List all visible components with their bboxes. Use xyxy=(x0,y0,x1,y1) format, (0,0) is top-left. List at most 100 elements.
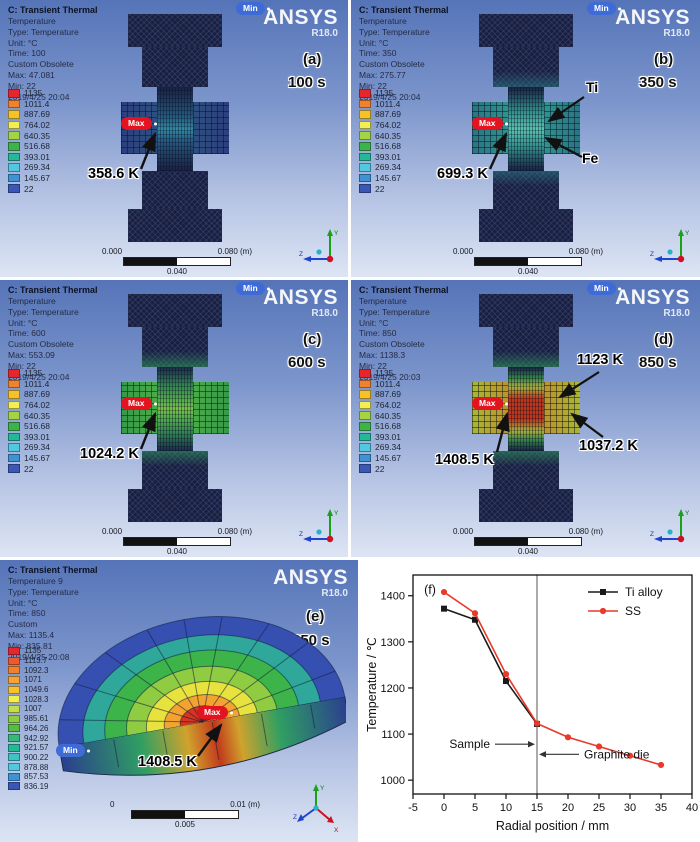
legend-color-swatch xyxy=(8,369,20,378)
ansys-logo-text: ANSYS xyxy=(263,6,338,29)
ansys-logo: ANSYS R18.0 xyxy=(615,287,690,319)
ansys-logo-text: ANSYS xyxy=(273,566,348,589)
legend-value: 145.67 xyxy=(24,453,50,464)
x-tick-label: -5 xyxy=(408,802,418,814)
legend-value: 1092.3 xyxy=(24,665,49,675)
legend-color-swatch xyxy=(8,99,20,109)
legend-value: 764.02 xyxy=(24,400,50,411)
lower-spacer-block xyxy=(142,451,208,489)
legend-value: 516.68 xyxy=(24,141,50,152)
legend-value: 269.34 xyxy=(24,162,50,173)
ansys-version: R18.0 xyxy=(663,308,690,319)
ansys-logo: ANSYS R18.0 xyxy=(263,287,338,319)
legend-value: 900.22 xyxy=(24,752,49,762)
x-tick-label: 40 xyxy=(686,802,698,814)
svg-text:Z: Z xyxy=(299,531,303,538)
x-tick-label: 5 xyxy=(472,802,478,814)
temperature-annotation: 699.3 K xyxy=(437,166,488,182)
ansys-version: R18.0 xyxy=(311,308,338,319)
legend-value: 22 xyxy=(375,183,385,194)
legend-row: 900.22 xyxy=(8,753,48,763)
legend-value: 640.35 xyxy=(24,130,50,141)
legend-row: 1092.3 xyxy=(8,665,48,675)
legend-color-swatch xyxy=(359,89,371,98)
header-line: Type: Temperature xyxy=(359,306,430,317)
legend-value: 640.35 xyxy=(375,410,401,421)
legend-row: 640.35 xyxy=(359,130,401,141)
header-line: Temperature xyxy=(8,16,56,26)
scale-start: 0 xyxy=(110,800,115,809)
legend-row: 1135 xyxy=(8,646,48,656)
annotation-label: Sample xyxy=(449,737,490,751)
legend-color-swatch xyxy=(8,656,20,665)
plot-frame xyxy=(412,574,693,795)
data-point xyxy=(626,752,634,759)
header-line: Unit: °C xyxy=(359,317,389,328)
scale-end: 0.080 (m) xyxy=(217,527,252,536)
y-axis-label: Temperature / ℃ xyxy=(365,637,379,732)
scale-bar-graphic xyxy=(131,810,239,819)
legend-color-swatch xyxy=(8,453,20,463)
header-line: Min: 22 xyxy=(359,80,387,91)
legend-row: 1011.4 xyxy=(8,379,50,390)
min-tag: Min xyxy=(56,744,85,758)
legend-row: 1135 xyxy=(359,88,401,99)
legend-value: 145.67 xyxy=(375,453,401,464)
svg-text:X: X xyxy=(334,827,339,834)
scale-bar-graphic xyxy=(123,537,231,546)
max-tag: Max xyxy=(197,706,228,720)
header-line: Custom xyxy=(8,619,38,630)
temperature-annotation: 1408.5 K xyxy=(138,754,197,770)
scale-bar: 0.000 0.080 (m) 0.040 xyxy=(453,527,603,556)
legend-color-swatch xyxy=(8,464,20,473)
temperature-annotation: 1408.5 K xyxy=(435,452,494,468)
header-line: Temperature xyxy=(8,296,56,306)
legend-row: 964.26 xyxy=(8,724,48,734)
legend-color-swatch xyxy=(359,453,371,463)
x-tick-label: 0 xyxy=(441,802,447,814)
scale-mid: 0.040 xyxy=(166,267,188,276)
header-line: Max: 1138.3 xyxy=(359,349,406,360)
legend-color-swatch xyxy=(359,120,371,130)
y-tick-label: 1000 xyxy=(381,775,405,787)
y-tick-label: 1300 xyxy=(381,637,405,649)
legend-row: 516.68 xyxy=(8,141,50,152)
header-title: C: Transient Thermal xyxy=(8,5,98,15)
legend-color-swatch xyxy=(359,390,371,399)
data-point xyxy=(471,610,479,617)
scale-mid: 0.040 xyxy=(517,547,539,556)
panel-d: C: Transient Thermal Temperature Type: Te… xyxy=(351,280,700,557)
header-line: 2019/4/25 20:04 xyxy=(8,91,70,102)
header-title: C: Transient Thermal xyxy=(8,285,98,295)
header-line: Custom Obsolete xyxy=(8,59,74,70)
legend-value: 640.35 xyxy=(375,130,401,141)
upper-spacer-block xyxy=(493,327,559,367)
legend-value: 1049.6 xyxy=(24,685,49,695)
legend-value: 393.01 xyxy=(375,431,401,442)
legend-row: 269.34 xyxy=(8,162,50,173)
legend-row: 22 xyxy=(359,183,401,194)
scale-bar-graphic xyxy=(123,257,231,266)
min-tag: Min xyxy=(587,282,616,296)
legend-value: 887.69 xyxy=(24,109,50,120)
legend-value: 22 xyxy=(24,463,34,474)
legend-value: 857.53 xyxy=(24,772,49,782)
ansys-logo-text: ANSYS xyxy=(615,6,690,29)
scale-start: 0.000 xyxy=(453,247,474,256)
legend-row: 22 xyxy=(359,463,401,474)
legend-color-swatch xyxy=(8,685,20,694)
ansys-logo: ANSYS R18.0 xyxy=(263,7,338,39)
series-line-Ti alloy xyxy=(443,607,538,725)
scale-start: 0.000 xyxy=(102,247,123,256)
legend-color-swatch xyxy=(8,704,20,713)
svg-text:Z: Z xyxy=(650,531,654,538)
material-label-ti: Ti xyxy=(586,79,599,95)
legend-value: 1011.4 xyxy=(24,378,50,389)
legend-row: 887.69 xyxy=(359,109,401,120)
legend-row: 269.34 xyxy=(359,442,401,453)
x-tick-label: 35 xyxy=(655,802,667,814)
legend-row: 640.35 xyxy=(8,410,50,421)
temperature-annotation-right-top: 1123 K xyxy=(577,352,623,368)
upper-spacer-block xyxy=(493,47,559,87)
series-line-SS xyxy=(443,591,662,766)
